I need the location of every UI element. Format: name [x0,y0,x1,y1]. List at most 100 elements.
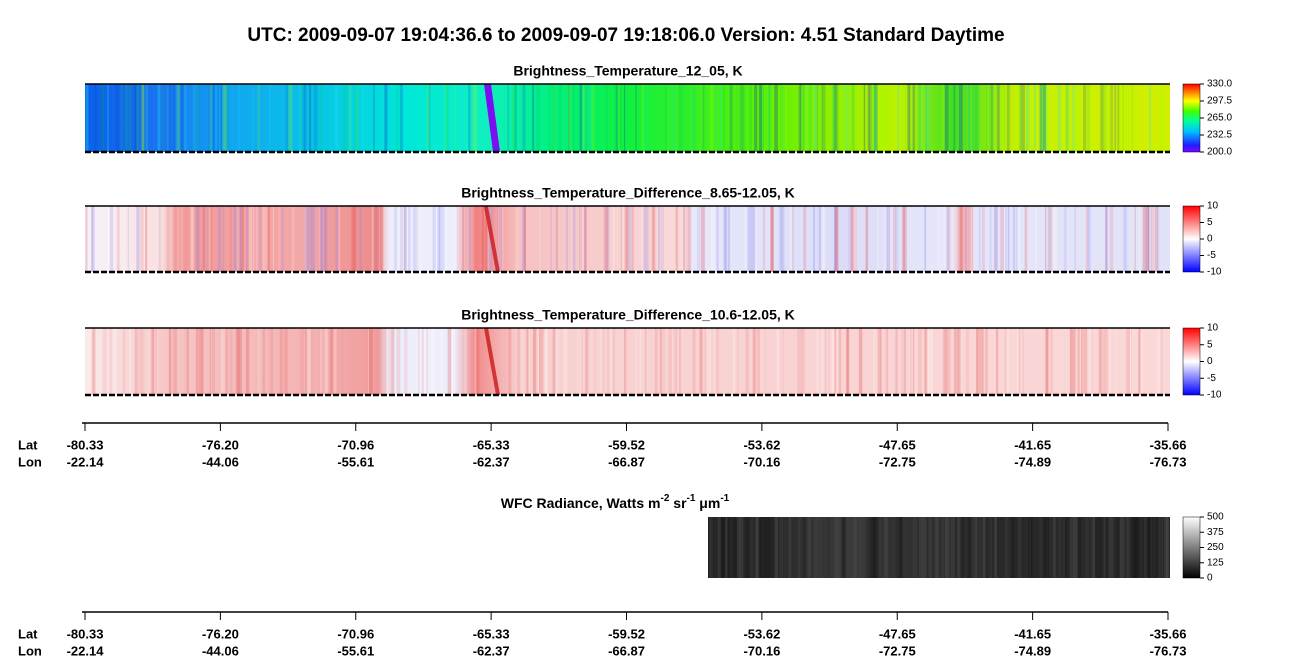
texture-stripe [394,206,397,272]
texture-stripe [813,206,816,272]
texture-stripe [716,328,718,395]
texture-stripe [772,206,774,272]
texture-stripe [252,206,255,272]
lat-value: -80.33 [67,626,104,641]
texture-stripe [125,84,129,152]
texture-stripe [813,84,817,152]
texture-stripe [750,517,755,578]
texture-stripe [1104,328,1109,395]
texture-stripe [440,206,443,272]
texture-stripe [472,84,474,152]
texture-stripe [929,328,933,395]
texture-stripe [962,206,965,272]
superscript: -2 [660,493,669,504]
texture-stripe [935,517,940,578]
colorbar-tick-label: 0 [1207,234,1213,245]
texture-stripe [532,84,534,152]
texture-stripe [654,328,658,395]
texture-stripe [607,328,610,395]
texture-stripe [181,84,184,152]
texture-stripe [1080,517,1084,578]
texture-stripe [377,206,379,272]
texture-stripe [1149,517,1153,578]
texture-stripe [1157,206,1160,272]
texture-stripe [683,206,686,272]
texture-stripe [792,206,794,272]
texture-stripe [382,84,386,152]
texture-stripe [873,84,878,152]
texture-stripe [585,84,589,152]
panel-title: Brightness_Temperature_Difference_8.65-1… [461,185,795,201]
texture-stripe [828,517,831,578]
texture-stripe [739,84,744,152]
texture-stripe [845,84,849,152]
texture-stripe [137,328,141,395]
texture-stripe [946,328,949,395]
texture-stripe [581,206,584,272]
texture-stripe [586,328,589,395]
warm-stripe [484,206,500,272]
texture-stripe [652,206,656,272]
texture-stripe [426,328,428,395]
texture-stripe [639,328,642,395]
texture-stripe [888,206,892,272]
texture-stripe [943,328,948,395]
lat-value: -59.52 [608,626,645,641]
texture-stripe [990,84,993,152]
texture-stripe [1052,517,1057,578]
texture-stripe [539,328,541,395]
texture-stripe [884,328,888,395]
texture-stripe [672,328,676,395]
texture-stripe [338,206,341,272]
texture-stripe [836,328,838,395]
texture-stripe [994,517,998,578]
texture-stripe [1078,328,1080,395]
lat-value: -53.62 [743,626,780,641]
texture-stripe [555,206,560,272]
texture-stripe [981,206,985,272]
texture-stripe [399,84,403,152]
texture-stripe [217,84,219,152]
texture-stripe [1016,328,1021,395]
texture-stripe [673,328,677,395]
texture-stripe [261,206,265,272]
texture-stripe [1010,517,1015,578]
texture-stripe [1162,84,1165,152]
texture-stripe [1101,328,1106,395]
texture-stripe [571,206,573,272]
texture-stripe [846,328,849,395]
texture-stripe [444,84,448,152]
texture-stripe [853,206,857,272]
texture-stripe [255,206,260,272]
texture-stripe [675,206,679,272]
texture-stripe [583,328,587,395]
lon-value: -62.37 [473,454,510,469]
texture-stripe [686,84,690,152]
texture-stripe [976,517,979,578]
texture-stripe [806,84,808,152]
texture-stripe [580,206,582,272]
texture-stripe [900,328,905,395]
texture-stripe [140,328,144,395]
texture-stripe [1083,84,1087,152]
lat-value: -41.65 [1014,626,1051,641]
texture-stripe [874,84,878,152]
texture-stripe [1098,517,1104,578]
superscript: -1 [687,493,696,504]
texture-stripe [85,84,89,152]
panel-image [85,328,1170,395]
texture-stripe [1147,206,1150,272]
texture-stripe [279,206,281,272]
texture-stripe [1025,84,1027,152]
texture-stripe [252,84,254,152]
texture-stripe [238,84,241,152]
colorbar-tick-label: 297.5 [1207,96,1232,107]
texture-stripe [414,328,417,395]
texture-stripe [1047,84,1051,152]
texture-stripe [1044,84,1048,152]
lon-value: -44.06 [202,643,239,658]
texture-stripe [1123,206,1128,272]
texture-stripe [231,84,233,152]
texture-stripe [968,517,973,578]
texture-stripe [1140,328,1143,395]
